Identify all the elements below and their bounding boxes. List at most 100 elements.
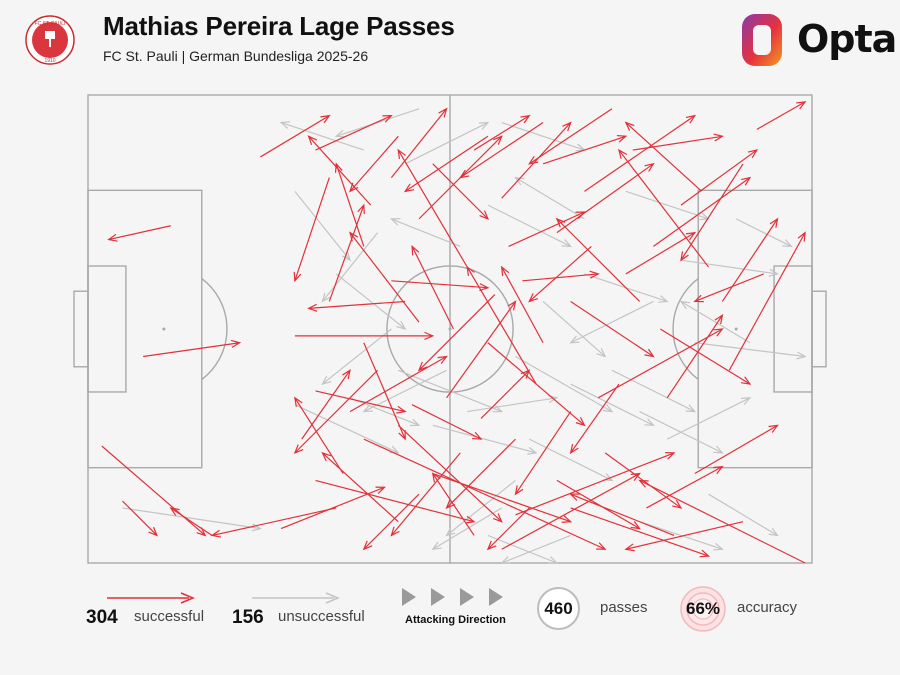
successful-pass-arrow bbox=[432, 472, 573, 523]
successful-pass-arrow bbox=[473, 114, 531, 151]
legend-unsuccessful-arrow bbox=[252, 592, 340, 604]
successful-pass-arrow bbox=[107, 225, 171, 242]
left-penalty-spot bbox=[162, 327, 166, 331]
right-penalty-area bbox=[697, 189, 813, 469]
successful-pass-arrow bbox=[632, 133, 724, 151]
left-six-yard-box bbox=[87, 265, 127, 393]
successful-pass-arrow bbox=[522, 270, 600, 282]
accuracy-value: 66% bbox=[685, 599, 721, 618]
right-six-yard-box bbox=[773, 265, 813, 393]
successful-pass-arrow bbox=[625, 231, 697, 275]
successful-pass-arrow bbox=[617, 148, 710, 268]
attacking-direction-arrows-icon bbox=[402, 588, 503, 606]
badge-text: FC ST. PAULI bbox=[35, 21, 66, 27]
unsuccessful-pass-arrow bbox=[294, 404, 400, 454]
successful-pass-arrow bbox=[570, 300, 655, 358]
successful-pass-arrow bbox=[315, 115, 393, 151]
club-badge-icon: FC ST. PAULI 1910 bbox=[25, 15, 75, 65]
successful-pass-arrow bbox=[321, 451, 399, 523]
unsuccessful-pass-arrow bbox=[334, 108, 420, 138]
unsuccessful-pass-arrow bbox=[542, 301, 607, 358]
successful-pass-arrow bbox=[294, 331, 435, 340]
successful-pass-arrow bbox=[756, 101, 807, 130]
successful-pass-arrow bbox=[390, 107, 448, 178]
unsuccessful-pass-arrow bbox=[679, 300, 751, 344]
successful-pass-arrow bbox=[604, 452, 683, 509]
successful-pass-arrow bbox=[624, 521, 744, 552]
successful-pass-arrow bbox=[328, 203, 365, 302]
successful-pass-arrow bbox=[542, 134, 628, 165]
successful-pass-arrow bbox=[417, 294, 496, 372]
successful-pass-arrow bbox=[403, 135, 489, 193]
successful-pass-arrow bbox=[349, 231, 420, 323]
unsuccessful-pass-arrow bbox=[445, 479, 516, 537]
successful-pass-arrow bbox=[584, 114, 697, 192]
successful-pass-arrow bbox=[721, 217, 779, 302]
successful-pass-arrow bbox=[280, 486, 386, 530]
successful-pass-arrow bbox=[315, 479, 476, 524]
right-goal bbox=[811, 290, 827, 368]
unsuccessful-pass-arrow bbox=[514, 176, 585, 220]
successful-pass-arrow bbox=[307, 300, 406, 312]
passes-label: passes bbox=[600, 599, 648, 616]
successful-pass-arrow bbox=[411, 245, 454, 330]
unsuccessful-pass-arrow bbox=[294, 190, 351, 262]
successful-pass-arrow bbox=[694, 424, 779, 475]
unsuccessful-pass-arrow bbox=[321, 232, 379, 303]
successful-pass-arrow bbox=[480, 369, 531, 419]
successful-pass-arrow bbox=[301, 369, 351, 440]
unsuccessful-pass-arrow bbox=[735, 218, 793, 248]
unsuccessful-pass-arrow bbox=[666, 397, 752, 440]
successful-pass-arrow bbox=[569, 383, 620, 455]
successful-pass-arrow bbox=[597, 328, 724, 399]
successful-pass-arrow bbox=[431, 472, 475, 536]
successful-pass-arrow bbox=[349, 135, 399, 193]
page-title: Mathias Pereira Lage Passes bbox=[103, 11, 455, 41]
unsuccessful-pass-arrow bbox=[569, 300, 654, 344]
successful-pass-arrow bbox=[391, 280, 490, 292]
unsuccessful-label: unsuccessful bbox=[278, 608, 365, 625]
unsuccessful-pass-arrow bbox=[639, 521, 724, 551]
unsuccessful-count: 156 bbox=[232, 607, 264, 628]
successful-count: 304 bbox=[86, 607, 118, 628]
successful-pass-arrow bbox=[411, 404, 483, 440]
left-goal bbox=[73, 290, 89, 368]
unsuccessful-pass-arrow bbox=[680, 259, 780, 277]
successful-pass-arrow bbox=[445, 438, 516, 510]
successful-pass-arrow bbox=[528, 245, 592, 303]
unsuccessful-pass-arrow bbox=[432, 424, 538, 455]
successful-pass-arrow bbox=[143, 339, 242, 358]
unsuccessful-pass-arrow bbox=[389, 218, 461, 247]
unsuccessful-pass-arrow bbox=[625, 190, 711, 221]
passes-count: 460 bbox=[537, 587, 580, 630]
successful-pass-arrow bbox=[315, 390, 407, 414]
successful-pass-arrow bbox=[569, 493, 675, 537]
successful-pass-arrow bbox=[556, 162, 655, 234]
successful-pass-arrow bbox=[666, 313, 724, 399]
right-penalty-arc bbox=[672, 278, 699, 380]
successful-pass-arrow bbox=[307, 135, 372, 206]
successful-pass-arrow bbox=[638, 479, 806, 564]
successful-pass-arrow bbox=[363, 342, 406, 441]
unsuccessful-pass-arrow bbox=[487, 534, 559, 564]
successful-pass-arrow bbox=[260, 114, 331, 158]
successful-pass-arrow bbox=[293, 369, 379, 454]
legend-successful-arrow bbox=[107, 592, 195, 604]
successful-pass-arrow bbox=[486, 507, 530, 551]
successful-pass-arrow bbox=[653, 176, 752, 247]
unsuccessful-pass-arrow bbox=[431, 507, 503, 551]
unsuccessful-pass-arrow bbox=[500, 534, 571, 564]
successful-pass-arrow bbox=[362, 493, 420, 551]
successful-pass-arrow bbox=[169, 507, 213, 536]
successful-pass-arrow bbox=[659, 328, 752, 385]
unsuccessful-pass-arrow bbox=[122, 507, 262, 532]
successful-pass-arrow bbox=[624, 121, 703, 192]
successful-pass-arrow bbox=[680, 149, 759, 206]
successful-pass-arrow bbox=[397, 148, 468, 268]
unsuccessful-pass-arrow bbox=[404, 121, 490, 165]
attacking-direction-label: Attacking Direction bbox=[405, 614, 506, 626]
successful-pass-arrow bbox=[515, 452, 676, 516]
left-penalty-arc bbox=[201, 278, 228, 380]
successful-pass-arrow bbox=[728, 231, 806, 371]
unsuccessful-pass-arrow bbox=[279, 121, 364, 151]
